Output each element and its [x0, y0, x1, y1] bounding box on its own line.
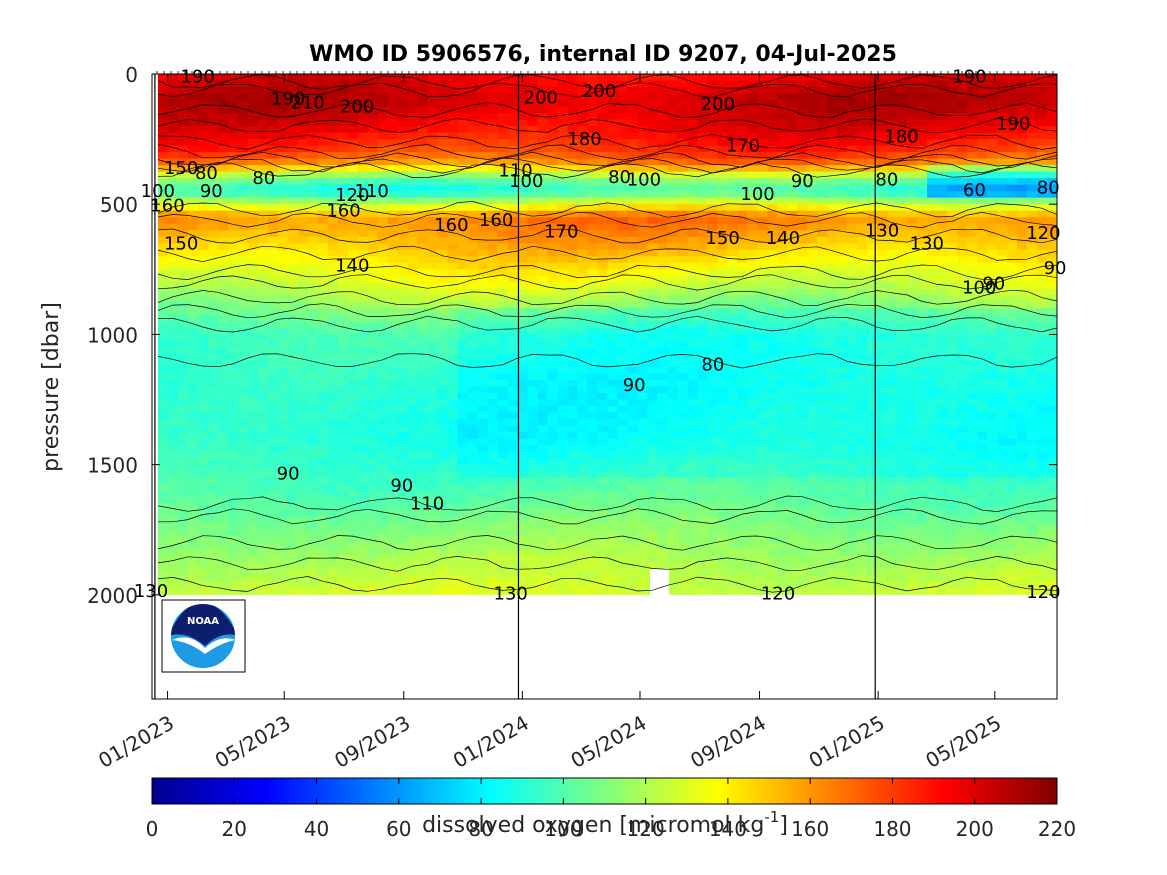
contour-label: 100 [962, 278, 996, 299]
colorbar [151, 777, 1058, 805]
contour-label: 190 [181, 67, 215, 88]
contour-label: 150 [164, 233, 198, 254]
y-axis: 0 500 1000 1500 2000 [87, 63, 1057, 608]
contour-label: 90 [982, 274, 1005, 295]
contour-label: 180 [567, 129, 601, 150]
x-tick-label: 05/2024 [567, 711, 651, 773]
colorbar-ticks: 0 20 40 60 80 100 120 140 160 180 200 220 [146, 778, 1076, 841]
contour-label: 100 [627, 169, 661, 190]
contour-label: 120 [1026, 582, 1060, 603]
contour-label: 90 [200, 181, 223, 202]
y-axis-label: pressure [dbar] [39, 302, 64, 472]
y-tick-label: 0 [125, 63, 138, 87]
y-tick-label: 1000 [87, 323, 138, 347]
colorbar-tick-label: 120 [627, 817, 665, 841]
contour-label: 90 [390, 475, 413, 496]
contour-label: 80 [1037, 177, 1060, 198]
noaa-logo-text: NOAA [187, 616, 219, 627]
chart-title: WMO ID 5906576, internal ID 9207, 04-Jul… [309, 42, 897, 67]
contour-label: 90 [623, 375, 646, 396]
contour-label: 110 [498, 160, 532, 181]
contour-label: 180 [884, 127, 918, 148]
colorbar-tick-label: 0 [146, 817, 159, 841]
colorbar-tick-label: 60 [386, 817, 411, 841]
noaa-logo: NOAA [161, 599, 246, 673]
x-tick-label: 09/2024 [686, 711, 770, 773]
colorbar-tick-label: 200 [956, 817, 994, 841]
contour-label: 130 [134, 581, 168, 602]
contour-label: 170 [726, 136, 760, 157]
contour-label: 200 [701, 94, 735, 115]
y-tick-label: 2000 [87, 584, 138, 608]
contour-label: 80 [252, 168, 275, 189]
contour-label: 100 [509, 171, 543, 192]
contour-label: 140 [766, 228, 800, 249]
contour-label: 80 [701, 354, 724, 375]
x-tick-label: 05/2025 [921, 711, 1005, 773]
y-tick-label: 500 [100, 193, 138, 217]
contour-label: 170 [544, 222, 578, 243]
contour-label: 190 [271, 89, 305, 110]
contour-label: 80 [608, 167, 631, 188]
contour-label: 120 [335, 185, 369, 206]
colorbar-tick-label: 160 [791, 817, 829, 841]
contour-label: 110 [355, 181, 389, 202]
contour-label: 90 [277, 464, 300, 485]
contour-label: 200 [524, 87, 558, 108]
contour-label: 130 [865, 220, 899, 241]
colorbar-tick-label: 180 [873, 817, 911, 841]
contour-label: 150 [164, 158, 198, 179]
contour-lines [157, 74, 1057, 593]
contour-label: 130 [910, 233, 944, 254]
contour-label: 160 [479, 210, 513, 231]
x-tick-label: 05/2023 [211, 711, 295, 773]
colorbar-tick-label: 40 [304, 817, 329, 841]
colorbar-tick-label: 100 [544, 817, 582, 841]
contour-label: 140 [335, 255, 369, 276]
colorbar-tick-label: 140 [709, 817, 747, 841]
contour-label: 190 [952, 67, 986, 88]
contour-label: 100 [141, 181, 175, 202]
contour-label: 200 [340, 97, 374, 118]
contour-label: 90 [791, 171, 814, 192]
contour-label: 80 [195, 163, 218, 184]
contour-label: 110 [410, 494, 444, 515]
contour-label: 100 [740, 184, 774, 205]
x-tick-label: 01/2023 [94, 711, 178, 773]
x-tick-label: 01/2024 [449, 711, 533, 773]
contour-label: 160 [326, 201, 360, 222]
contour-label: 160 [434, 215, 468, 236]
contour-label: 120 [761, 584, 795, 605]
colorbar-label: dissolved oxygen [micromol kg-1] [422, 808, 788, 838]
x-tick-label: 09/2023 [330, 711, 414, 773]
colorbar-tick-label: 220 [1038, 817, 1076, 841]
colorbar-tick-label: 80 [468, 817, 493, 841]
plot-frame [151, 73, 1058, 700]
contour-label: 190 [996, 113, 1030, 134]
contour-label: 80 [875, 169, 898, 190]
contour-label: 120 [1026, 223, 1060, 244]
contour-label: 90 [1044, 258, 1067, 279]
contour-label: 60 [963, 180, 986, 201]
colorbar-tick-label: 20 [222, 817, 247, 841]
contour-label: 150 [705, 228, 739, 249]
contour-label: 210 [290, 93, 324, 114]
x-tick-label: 01/2025 [805, 711, 889, 773]
contour-label: 160 [150, 196, 184, 217]
contour-label: 200 [582, 81, 616, 102]
y-tick-label: 1500 [87, 454, 138, 478]
oxygen-field [157, 74, 1057, 595]
contour-label: 130 [494, 584, 528, 605]
